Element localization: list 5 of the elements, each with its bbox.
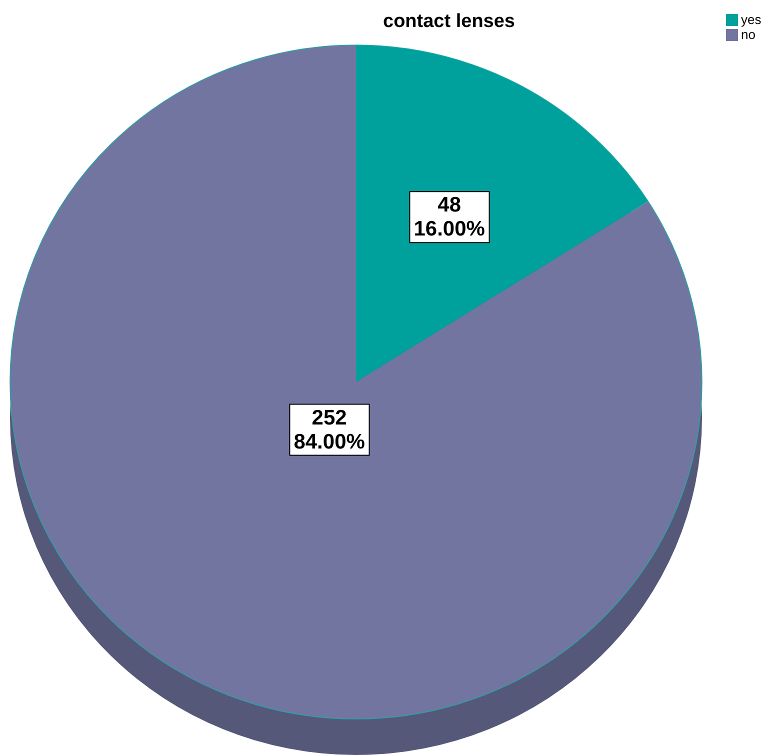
data-label: 48 16.00%	[414, 194, 486, 241]
legend-label: yes	[741, 12, 762, 27]
legend-label: no	[741, 27, 756, 42]
data-label: 252 84.00%	[294, 406, 366, 454]
chart-title: contact lenses	[383, 11, 515, 32]
